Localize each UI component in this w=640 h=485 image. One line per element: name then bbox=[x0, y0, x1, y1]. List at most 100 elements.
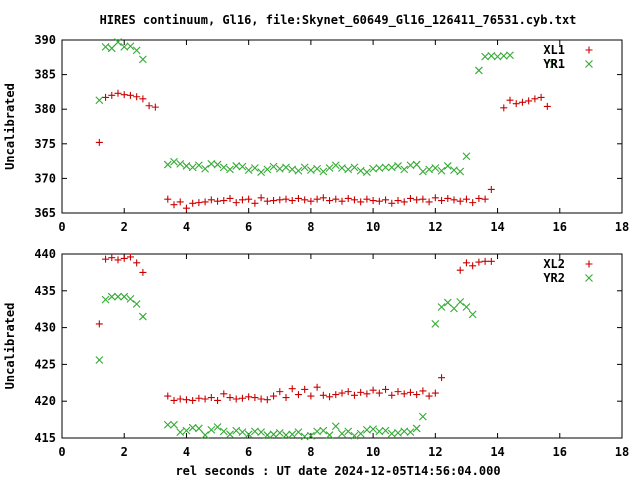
data-point-yr2 bbox=[375, 427, 384, 436]
data-point-yr2 bbox=[269, 430, 278, 439]
data-point-xl1 bbox=[338, 197, 346, 205]
data-point-xl2 bbox=[139, 268, 147, 276]
data-point-xl1 bbox=[95, 138, 103, 146]
data-point-yr1 bbox=[425, 165, 433, 174]
data-point-xl2 bbox=[338, 389, 346, 397]
data-point-yr1 bbox=[232, 162, 241, 170]
data-point-yr1 bbox=[450, 166, 458, 174]
data-point-xl1 bbox=[450, 196, 458, 204]
data-point-xl2 bbox=[195, 394, 203, 402]
data-point-xl1 bbox=[139, 95, 147, 103]
data-point-yr1 bbox=[95, 96, 104, 105]
data-point-yr2 bbox=[251, 427, 259, 436]
data-point-xl2 bbox=[456, 266, 464, 274]
data-point-xl2 bbox=[164, 392, 172, 400]
data-point-yr2 bbox=[443, 298, 452, 307]
data-point-yr1 bbox=[344, 165, 353, 174]
data-point-xl1 bbox=[313, 195, 321, 203]
data-point-xl1 bbox=[469, 199, 477, 207]
y-tick-label: 385 bbox=[34, 68, 56, 82]
data-point-xl2 bbox=[270, 392, 278, 400]
data-point-xl1 bbox=[232, 199, 240, 207]
data-point-xl1 bbox=[251, 199, 259, 207]
data-point-yr1 bbox=[381, 163, 390, 172]
legend-marker-xl2 bbox=[585, 260, 593, 268]
data-point-xl1 bbox=[301, 196, 309, 204]
data-point-yr1 bbox=[356, 166, 365, 175]
data-point-yr2 bbox=[307, 431, 315, 440]
data-point-xl1 bbox=[282, 195, 290, 203]
data-point-xl2 bbox=[475, 258, 483, 266]
y-tick-label: 370 bbox=[34, 171, 56, 185]
data-point-yr1 bbox=[163, 160, 172, 169]
data-point-yr1 bbox=[369, 164, 377, 173]
data-point-yr2 bbox=[456, 297, 465, 306]
data-point-yr1 bbox=[475, 66, 483, 75]
data-point-yr1 bbox=[431, 164, 440, 172]
plot-frame bbox=[61, 39, 623, 214]
data-point-xl2 bbox=[382, 385, 390, 393]
data-point-xl1 bbox=[444, 194, 452, 202]
data-point-yr1 bbox=[219, 163, 228, 172]
data-point-xl2 bbox=[276, 388, 284, 396]
data-point-yr1 bbox=[394, 162, 402, 170]
data-point-xl2 bbox=[95, 320, 103, 328]
data-point-yr1 bbox=[350, 163, 359, 172]
data-point-xl1 bbox=[114, 89, 122, 97]
data-point-yr2 bbox=[412, 424, 421, 433]
data-point-xl2 bbox=[487, 257, 495, 265]
legend-marker-xl1 bbox=[585, 46, 593, 54]
data-point-xl2 bbox=[332, 391, 340, 399]
data-point-xl2 bbox=[319, 391, 327, 399]
data-point-yr1 bbox=[213, 160, 222, 169]
x-tick-label: 18 bbox=[615, 445, 629, 459]
data-point-xl2 bbox=[307, 392, 315, 400]
data-point-yr1 bbox=[139, 55, 147, 64]
data-point-xl2 bbox=[201, 395, 209, 403]
data-point-yr2 bbox=[275, 428, 284, 437]
data-point-yr1 bbox=[338, 164, 346, 172]
data-point-xl1 bbox=[238, 196, 246, 204]
data-point-xl1 bbox=[276, 196, 284, 204]
x-tick-label: 12 bbox=[428, 445, 442, 459]
data-point-yr2 bbox=[363, 426, 371, 434]
data-point-xl1 bbox=[531, 95, 539, 103]
data-point-yr2 bbox=[244, 430, 253, 439]
data-point-yr2 bbox=[201, 431, 209, 439]
data-point-xl1 bbox=[326, 197, 334, 205]
data-point-xl1 bbox=[257, 194, 265, 202]
data-point-xl1 bbox=[201, 198, 209, 206]
data-point-yr1 bbox=[313, 164, 321, 173]
data-point-xl2 bbox=[220, 390, 228, 398]
data-point-xl1 bbox=[475, 194, 483, 202]
data-point-xl2 bbox=[133, 259, 141, 267]
data-point-yr1 bbox=[400, 165, 409, 174]
y-tick-label: 390 bbox=[34, 33, 56, 47]
data-point-yr1 bbox=[462, 152, 471, 161]
x-tick-label: 2 bbox=[121, 445, 128, 459]
data-point-xl1 bbox=[270, 197, 278, 205]
data-point-xl1 bbox=[512, 100, 520, 108]
data-point-yr1 bbox=[437, 166, 446, 175]
data-point-yr1 bbox=[375, 164, 384, 172]
data-point-yr2 bbox=[188, 423, 197, 432]
data-point-yr2 bbox=[394, 428, 402, 437]
data-point-yr2 bbox=[170, 420, 178, 429]
x-tick-label: 14 bbox=[490, 445, 504, 459]
data-point-yr2 bbox=[294, 428, 303, 437]
data-point-xl1 bbox=[537, 93, 545, 101]
legend-label-yr1: YR1 bbox=[543, 57, 565, 71]
data-point-xl2 bbox=[431, 389, 439, 397]
data-point-yr1 bbox=[275, 164, 284, 173]
data-point-yr2 bbox=[381, 426, 390, 435]
data-point-yr1 bbox=[101, 43, 110, 51]
x-tick-label: 4 bbox=[183, 445, 190, 459]
data-point-yr1 bbox=[282, 163, 290, 172]
data-point-xl1 bbox=[307, 197, 315, 205]
data-point-yr2 bbox=[213, 423, 222, 431]
data-point-yr2 bbox=[319, 426, 328, 435]
data-point-yr1 bbox=[412, 160, 421, 169]
data-point-xl1 bbox=[133, 93, 141, 101]
y-tick-label: 415 bbox=[34, 431, 56, 445]
